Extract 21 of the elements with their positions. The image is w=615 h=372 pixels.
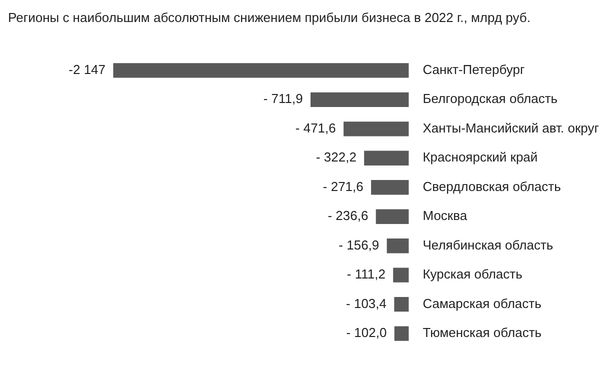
- y-tick-label: Ханты-Мансийский авт. округ: [422, 120, 600, 136]
- y-tick-label: Самарская область: [422, 296, 542, 311]
- data-label: - 471,6: [295, 120, 336, 136]
- y-tick-label: Курская область: [422, 266, 523, 282]
- y-tick-label: Москва: [422, 208, 468, 224]
- y-tick-label: Красноярский край: [422, 150, 538, 165]
- data-label: - 111,2: [346, 266, 386, 282]
- data-label: - 102,0: [346, 325, 387, 340]
- data-label: - 322,2: [316, 150, 356, 165]
- data-label: - 711,9: [263, 91, 303, 106]
- data-label: - 156,9: [338, 237, 380, 252]
- y-tick-label: Тюменская область: [422, 325, 542, 340]
- data-label: - 236,6: [328, 208, 368, 224]
- y-tick-label: Санкт-Петербург: [422, 62, 525, 77]
- y-tick-label: Белгородская область: [422, 91, 558, 106]
- y-tick-label: Челябинская область: [422, 237, 554, 252]
- data-label: - 271,6: [322, 178, 364, 194]
- y-tick-label: Свердловская область: [422, 178, 562, 194]
- chart-title: Регионы с наибольшим абсолютным снижением прибыли бизнеса в 2022 г., млрд руб.: [7, 9, 532, 27]
- data-label: - 103,4: [346, 296, 387, 311]
- data-label: -2 147: [68, 62, 106, 77]
